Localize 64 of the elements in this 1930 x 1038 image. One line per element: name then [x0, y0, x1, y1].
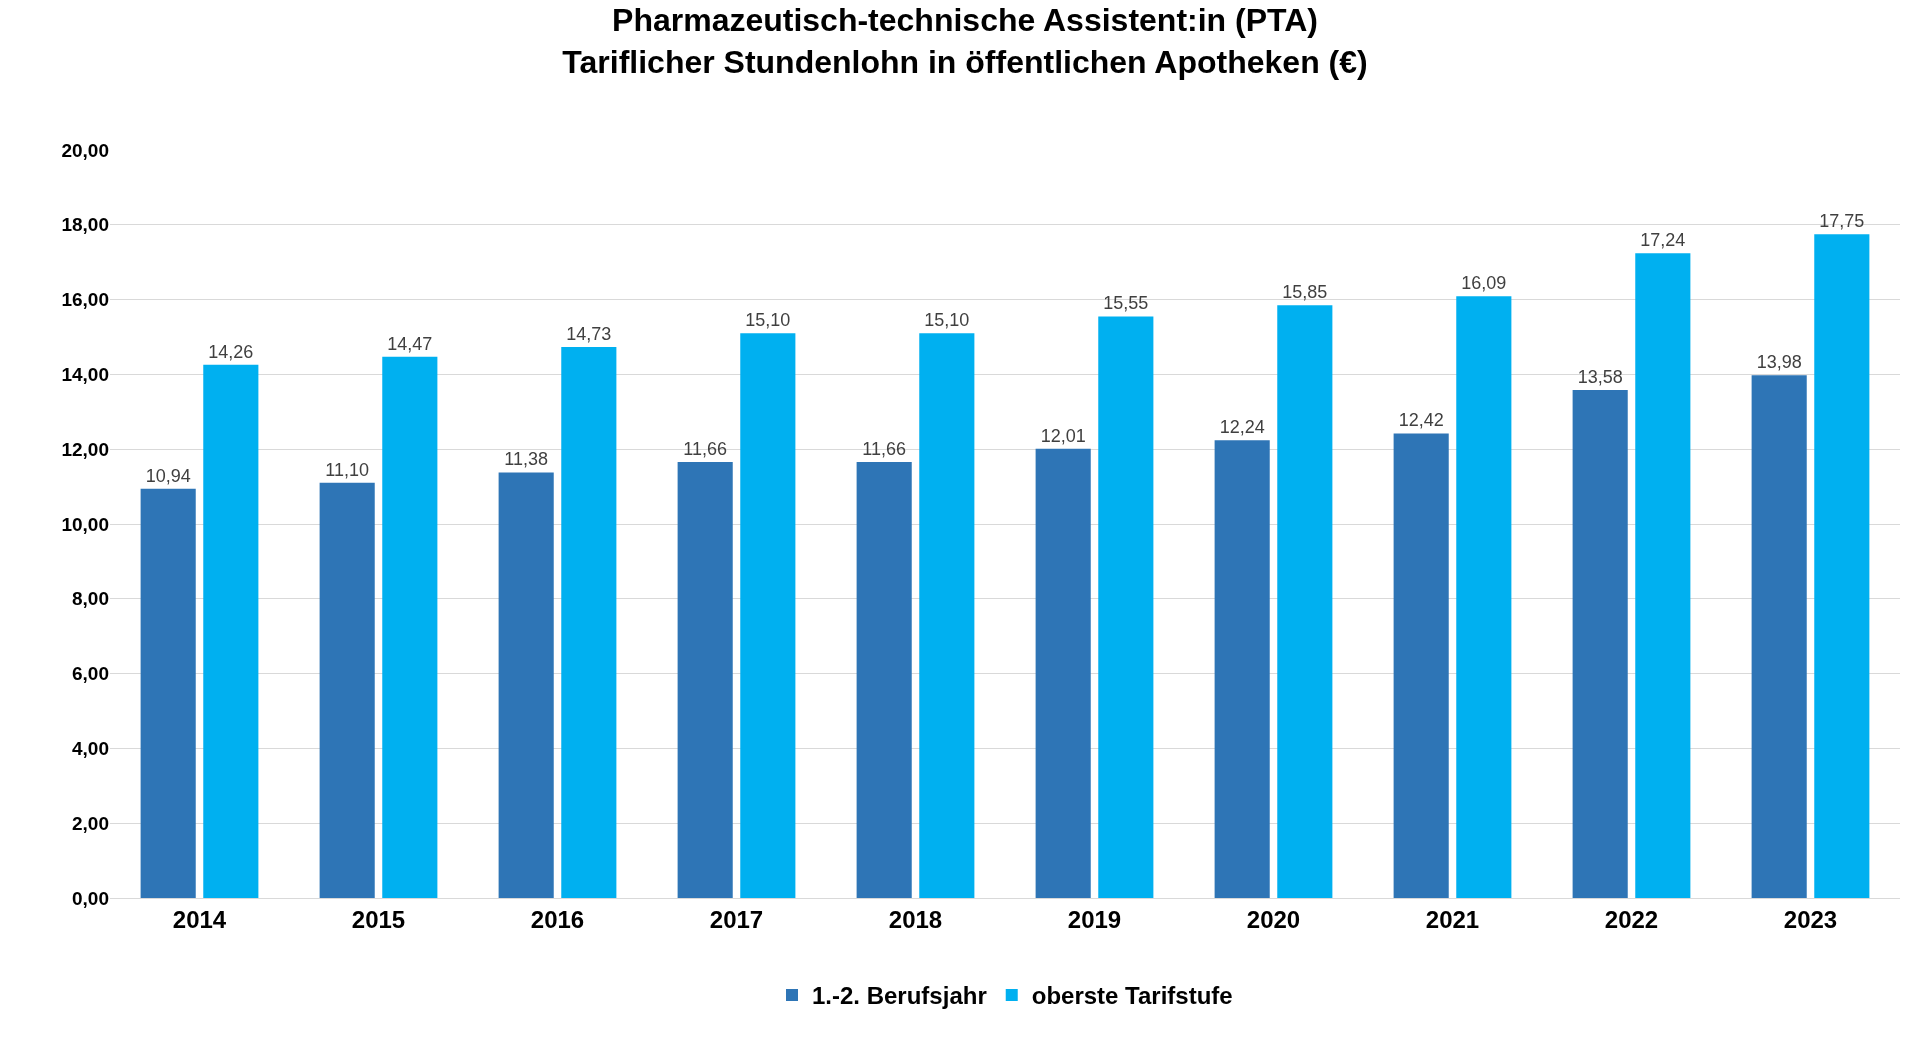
bar [1393, 433, 1449, 898]
bar [561, 347, 617, 898]
y-tick-label: 0,00 [72, 887, 109, 909]
bar [382, 356, 438, 898]
x-tick-label: 2021 [1425, 905, 1480, 933]
bar [1751, 375, 1807, 898]
x-tick-label: 2018 [888, 905, 943, 933]
x-tick-label: 2019 [1067, 905, 1122, 933]
data-label: 15,10 [745, 310, 791, 331]
legend-label: 1.-2. Berufsjahr [812, 982, 987, 1010]
data-label: 11,66 [683, 438, 728, 459]
bar [498, 472, 554, 898]
y-tick-label: 10,00 [61, 513, 109, 535]
x-tick-label: 2022 [1604, 905, 1659, 933]
data-label: 14,26 [208, 341, 254, 362]
x-tick-label: 2023 [1783, 905, 1838, 933]
bar [1277, 305, 1333, 898]
data-label: 13,58 [1577, 367, 1623, 388]
data-label: 10,94 [145, 465, 191, 486]
data-label: 13,98 [1756, 352, 1802, 373]
bar [319, 482, 375, 898]
bar [1572, 390, 1628, 898]
y-tick-label: 8,00 [72, 588, 109, 610]
x-tick-label: 2020 [1246, 905, 1301, 933]
data-label: 17,24 [1640, 230, 1686, 251]
bar [677, 461, 733, 898]
data-label: 16,09 [1461, 273, 1507, 294]
data-label: 12,42 [1398, 410, 1444, 431]
y-tick-label: 16,00 [61, 289, 109, 311]
data-label: 15,10 [924, 310, 970, 331]
bar [203, 364, 259, 898]
y-tick-label: 14,00 [61, 364, 109, 386]
data-label: 11,66 [862, 438, 907, 459]
y-tick-label: 18,00 [61, 214, 109, 236]
data-label: 15,85 [1282, 282, 1328, 303]
x-tick-label: 2014 [172, 905, 227, 933]
data-label: 12,01 [1040, 425, 1086, 446]
bar [919, 333, 975, 898]
data-label: 11,10 [325, 459, 370, 480]
y-tick-label: 4,00 [72, 738, 109, 760]
x-tick-label: 2016 [530, 905, 585, 933]
bar [1098, 316, 1154, 898]
x-tick-label: 2015 [351, 905, 406, 933]
bar [1456, 296, 1512, 898]
bar [1035, 448, 1091, 898]
x-tick-label: 2017 [709, 905, 764, 933]
chart-title: Pharmazeutisch-technische Assistent:in (PTA) Tariflicher Stundenlohn in öffentlichen Apotheken (€) [562, 2, 1368, 80]
data-label: 11,38 [504, 449, 549, 470]
bar [856, 461, 912, 898]
y-tick-label: 12,00 [61, 438, 109, 460]
bar [740, 333, 796, 898]
data-label: 15,55 [1103, 293, 1149, 314]
y-tick-label: 6,00 [72, 663, 109, 685]
bar [1214, 440, 1270, 898]
legend-label: oberste Tarifstufe [1031, 982, 1233, 1010]
bar [1814, 234, 1870, 898]
data-label: 17,75 [1819, 211, 1865, 232]
bar [1635, 253, 1691, 898]
y-tick-label: 20,00 [61, 139, 109, 161]
data-label: 12,24 [1219, 417, 1265, 438]
data-label: 14,47 [387, 333, 433, 354]
bar [140, 488, 196, 898]
data-label: 14,73 [566, 324, 612, 345]
y-tick-label: 2,00 [72, 812, 109, 834]
